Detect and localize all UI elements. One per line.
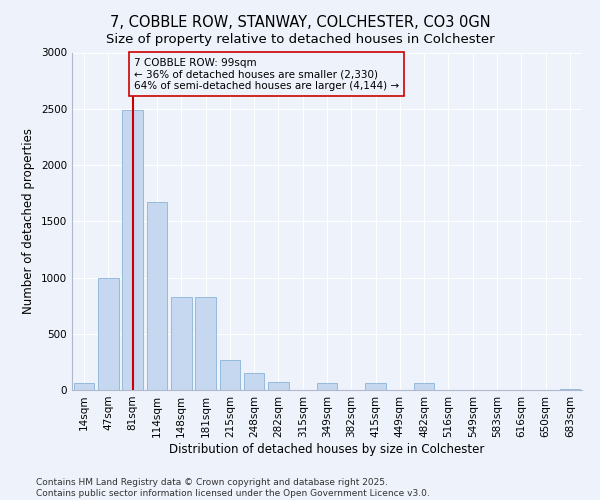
Bar bbox=[74, 383, 94, 390]
Bar bbox=[220, 360, 240, 390]
X-axis label: Distribution of detached houses by size in Colchester: Distribution of detached houses by size … bbox=[169, 442, 485, 456]
Y-axis label: Number of detached properties: Number of detached properties bbox=[22, 128, 35, 314]
Bar bbox=[98, 278, 119, 390]
Text: 7, COBBLE ROW, STANWAY, COLCHESTER, CO3 0GN: 7, COBBLE ROW, STANWAY, COLCHESTER, CO3 … bbox=[110, 15, 490, 30]
Bar bbox=[317, 383, 337, 390]
Bar bbox=[244, 373, 265, 390]
Bar bbox=[560, 389, 580, 390]
Text: Contains HM Land Registry data © Crown copyright and database right 2025.
Contai: Contains HM Land Registry data © Crown c… bbox=[36, 478, 430, 498]
Bar bbox=[122, 110, 143, 390]
Text: Size of property relative to detached houses in Colchester: Size of property relative to detached ho… bbox=[106, 32, 494, 46]
Bar bbox=[171, 296, 191, 390]
Text: 7 COBBLE ROW: 99sqm
← 36% of detached houses are smaller (2,330)
64% of semi-det: 7 COBBLE ROW: 99sqm ← 36% of detached ho… bbox=[134, 58, 399, 91]
Bar bbox=[146, 202, 167, 390]
Bar bbox=[268, 382, 289, 390]
Bar bbox=[365, 383, 386, 390]
Bar bbox=[195, 296, 216, 390]
Bar bbox=[414, 383, 434, 390]
